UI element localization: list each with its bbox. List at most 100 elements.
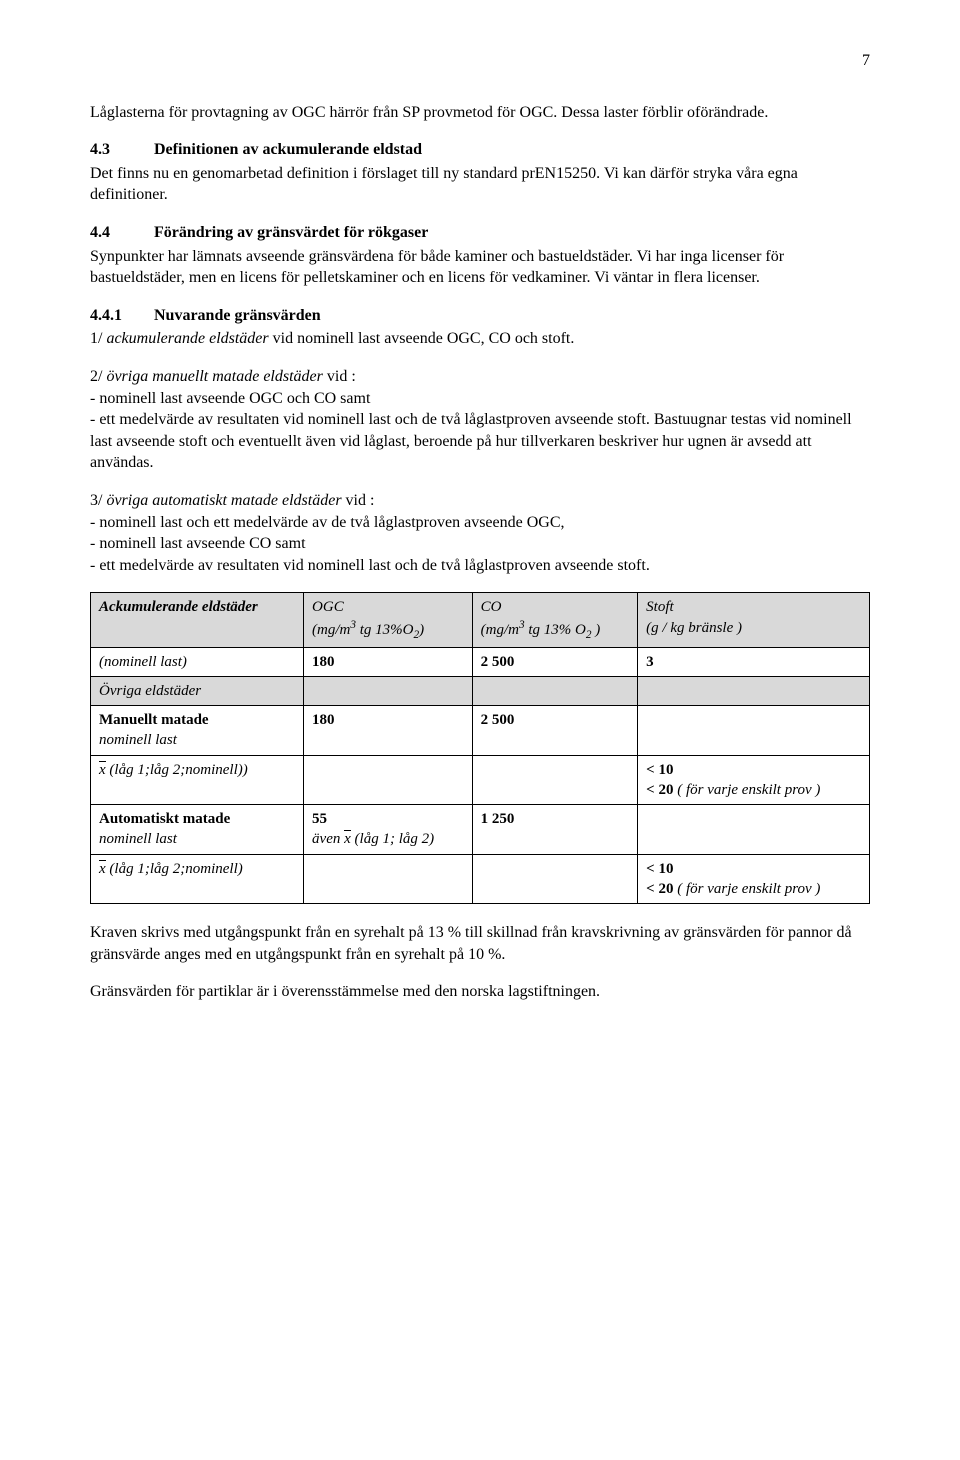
paragraph-4-3: Det finns nu en genomarbetad definition … bbox=[90, 163, 870, 206]
page-number: 7 bbox=[90, 50, 870, 72]
text: 1/ bbox=[90, 330, 106, 347]
text: (låg 1;låg 2;nominell)) bbox=[106, 762, 248, 778]
text: < 10 bbox=[646, 762, 673, 778]
text: ( för varje enskilt prov ) bbox=[673, 782, 820, 798]
table-row: Övriga eldstäder bbox=[91, 676, 870, 705]
text: < 10 bbox=[646, 861, 673, 877]
table-header-cell: CO (mg/m3 tg 13% O2 ) bbox=[472, 593, 638, 647]
text: tg 13% O bbox=[525, 622, 586, 638]
text: 2 500 bbox=[481, 654, 515, 670]
text: - ett medelvärde av resultaten vid nomin… bbox=[90, 411, 852, 471]
table-cell: < 10 < 20 ( för varje enskilt prov ) bbox=[638, 854, 870, 904]
text: ( för varje enskilt prov ) bbox=[673, 881, 820, 897]
text: (mg/m bbox=[312, 622, 350, 638]
table-cell bbox=[638, 706, 870, 756]
subheading-title: Nuvarande gränsvärden bbox=[154, 307, 321, 324]
table-cell bbox=[304, 676, 473, 705]
table-cell: Övriga eldstäder bbox=[91, 676, 304, 705]
paragraph-after-2: Gränsvärden för partiklar är i överensst… bbox=[90, 981, 870, 1003]
text: 2 500 bbox=[481, 712, 515, 728]
table-header-row: Ackumulerande eldstäder OGC (mg/m3 tg 13… bbox=[91, 593, 870, 647]
table-cell bbox=[304, 755, 473, 805]
table-row: x (låg 1;låg 2;nominell) < 10 < 20 ( för… bbox=[91, 854, 870, 904]
heading-4-4-1: 4.4.1 Nuvarande gränsvärden bbox=[90, 305, 870, 327]
text: < 20 bbox=[646, 881, 673, 897]
xbar-symbol: x bbox=[344, 832, 351, 847]
heading-number: 4.4 bbox=[90, 222, 150, 244]
table-cell: 1 250 bbox=[472, 805, 638, 855]
table-header-cell: Ackumulerande eldstäder bbox=[91, 593, 304, 647]
text: (mg/m3 tg 13% O2 ) bbox=[481, 622, 601, 638]
text-italic: övriga manuellt matade eldstäder bbox=[106, 368, 322, 385]
text: vid : bbox=[323, 368, 356, 385]
heading-4-4: 4.4 Förändring av gränsvärdet för rökgas… bbox=[90, 222, 870, 244]
table-cell: 180 bbox=[304, 647, 473, 676]
table-cell bbox=[638, 676, 870, 705]
table-cell: < 10 < 20 ( för varje enskilt prov ) bbox=[638, 755, 870, 805]
heading-4-3: 4.3 Definitionen av ackumulerande eldsta… bbox=[90, 139, 870, 161]
text: ) bbox=[419, 622, 424, 638]
text: Automatiskt matade bbox=[99, 811, 230, 827]
table-cell: x (låg 1;låg 2;nominell)) bbox=[91, 755, 304, 805]
text: (låg 1; låg 2) bbox=[351, 831, 434, 847]
text: OGC bbox=[312, 599, 344, 615]
text-italic: övriga automatiskt matade eldstäder bbox=[106, 492, 341, 509]
text: även bbox=[312, 831, 344, 847]
text: Stoft bbox=[646, 599, 674, 615]
text: tg 13%O bbox=[356, 622, 414, 638]
table-cell: 2 500 bbox=[472, 706, 638, 756]
table-cell: 2 500 bbox=[472, 647, 638, 676]
text: CO bbox=[481, 599, 502, 615]
table-cell bbox=[472, 755, 638, 805]
text: Ackumulerande eldstäder bbox=[99, 599, 258, 615]
table-header-cell: OGC (mg/m3 tg 13%O2) bbox=[304, 593, 473, 647]
text: - ett medelvärde av resultaten vid nomin… bbox=[90, 557, 650, 574]
heading-title: Definitionen av ackumulerande eldstad bbox=[154, 141, 422, 158]
table-row: x (låg 1;låg 2;nominell)) < 10 < 20 ( fö… bbox=[91, 755, 870, 805]
text: (mg/m3 tg 13%O2) bbox=[312, 622, 424, 638]
text: 3 bbox=[646, 654, 654, 670]
text: nominell last bbox=[99, 732, 177, 748]
text: - nominell last avseende OGC och CO samt bbox=[90, 390, 370, 407]
text-italic: ackumulerande eldstäder bbox=[106, 330, 268, 347]
paragraph-4-4-1-3: 3/ övriga automatiskt matade eldstäder v… bbox=[90, 490, 870, 576]
text: vid nominell last avseende OGC, CO och s… bbox=[269, 330, 575, 347]
text: vid : bbox=[342, 492, 375, 509]
text: (mg/m bbox=[481, 622, 519, 638]
table-row: Manuellt matade nominell last 180 2 500 bbox=[91, 706, 870, 756]
table-cell: x (låg 1;låg 2;nominell) bbox=[91, 854, 304, 904]
paragraph-4-4-1-2: 2/ övriga manuellt matade eldstäder vid … bbox=[90, 366, 870, 474]
text: (g / kg bränsle ) bbox=[646, 620, 742, 636]
xbar-symbol: x bbox=[99, 763, 106, 778]
subheading-number: 4.4.1 bbox=[90, 305, 150, 327]
table-row: Automatiskt matade nominell last 55 även… bbox=[91, 805, 870, 855]
text: - nominell last avseende CO samt bbox=[90, 535, 306, 552]
table-cell: 180 bbox=[304, 706, 473, 756]
table-cell bbox=[472, 676, 638, 705]
text: 2/ bbox=[90, 368, 106, 385]
text: ) bbox=[591, 622, 600, 638]
paragraph-intro: Låglasterna för provtagning av OGC härrö… bbox=[90, 102, 870, 124]
limits-table: Ackumulerande eldstäder OGC (mg/m3 tg 13… bbox=[90, 592, 870, 904]
text: nominell last bbox=[99, 831, 177, 847]
paragraph-after-1: Kraven skrivs med utgångspunkt från en s… bbox=[90, 922, 870, 965]
table-cell bbox=[472, 854, 638, 904]
table-cell bbox=[638, 805, 870, 855]
paragraph-4-4: Synpunkter har lämnats avseende gränsvär… bbox=[90, 246, 870, 289]
table-row: (nominell last) 180 2 500 3 bbox=[91, 647, 870, 676]
table-cell: Automatiskt matade nominell last bbox=[91, 805, 304, 855]
table-cell: 55 även x (låg 1; låg 2) bbox=[304, 805, 473, 855]
text: - nominell last och ett medelvärde av de… bbox=[90, 514, 565, 531]
table-cell: Manuellt matade nominell last bbox=[91, 706, 304, 756]
table-cell: (nominell last) bbox=[91, 647, 304, 676]
table-cell: 3 bbox=[638, 647, 870, 676]
text: 180 bbox=[312, 654, 335, 670]
paragraph-4-4-1-1: 1/ ackumulerande eldstäder vid nominell … bbox=[90, 328, 870, 350]
heading-title: Förändring av gränsvärdet för rökgaser bbox=[154, 224, 428, 241]
text: 1 250 bbox=[481, 811, 515, 827]
text: (låg 1;låg 2;nominell) bbox=[106, 861, 243, 877]
table-cell bbox=[304, 854, 473, 904]
text: 3/ bbox=[90, 492, 106, 509]
text: Manuellt matade bbox=[99, 712, 209, 728]
table-header-cell: Stoft (g / kg bränsle ) bbox=[638, 593, 870, 647]
